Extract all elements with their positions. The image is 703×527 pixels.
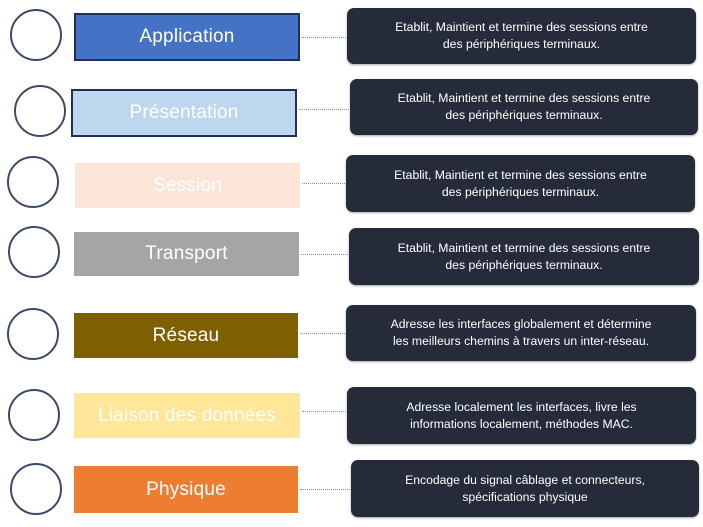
connector-line [302,183,347,184]
layer-label: Application [139,26,235,47]
description-line: spécifications physique [462,489,588,504]
description-line: des périphériques terminaux. [445,108,603,122]
connector-line [299,109,351,110]
layer-box-session: Session [75,163,300,208]
layer-box-physique: Physique [74,466,298,513]
description-box: Etablit, Maintient et termine des sessio… [350,79,698,135]
connector-line [300,489,352,490]
layer-box-reseau: Réseau [74,313,298,358]
description-line: des périphériques terminaux. [442,37,601,51]
layer-label: Présentation [129,102,239,123]
connector-line [302,411,348,412]
description-box: Adresse localement les interfaces, livre… [347,387,696,444]
connector-line [302,37,348,38]
layer-box-transport: Transport [74,232,299,276]
layer-box-liaison-des-donnees: Liaison des données [74,393,300,438]
connector-line [301,254,350,255]
layer-circle [10,463,62,515]
layer-circle [14,85,66,137]
description-box: Etablit, Maintient et termine des sessio… [347,8,696,64]
description-line: Etablit, Maintient et termine des sessio… [394,167,647,182]
description-line: Adresse les interfaces globalement et dé… [390,317,652,331]
layer-circle [8,389,60,441]
layer-label: Transport [145,243,228,264]
description-line: Etablit, Maintient et termine des sessio… [397,240,651,255]
description-line: Encodage du signal câblage et connecteur… [405,472,645,487]
layer-box-application: Application [74,13,300,61]
layer-circle [7,156,59,208]
layer-label: Réseau [152,324,220,346]
description-line: les meilleurs chemins à travers un inter… [392,334,650,348]
layer-circle [7,308,59,360]
description-line: des périphériques terminaux. [445,257,603,272]
layer-label: Liaison des données [97,404,277,426]
description-line: Etablit, Maintient et termine des sessio… [397,91,651,105]
layer-box-presentation: Présentation [71,89,297,137]
description-line: Adresse localement les interfaces, livre… [406,399,637,414]
layer-circle [10,9,62,61]
layer-circle [8,226,60,278]
connector-line [300,333,347,334]
description-box: Adresse les interfaces globalement et dé… [346,305,696,361]
description-box: Etablit, Maintient et termine des sessio… [346,155,695,212]
layer-label: Session [153,174,222,196]
description-box: Encodage du signal câblage et connecteur… [351,460,699,517]
layer-label: Physique [146,478,226,500]
description-line: des périphériques terminaux. [441,184,600,199]
description-line: informations localement, méthodes MAC. [410,416,633,431]
description-box: Etablit, Maintient et termine des sessio… [349,228,699,285]
description-line: Etablit, Maintient et termine des sessio… [395,20,648,34]
